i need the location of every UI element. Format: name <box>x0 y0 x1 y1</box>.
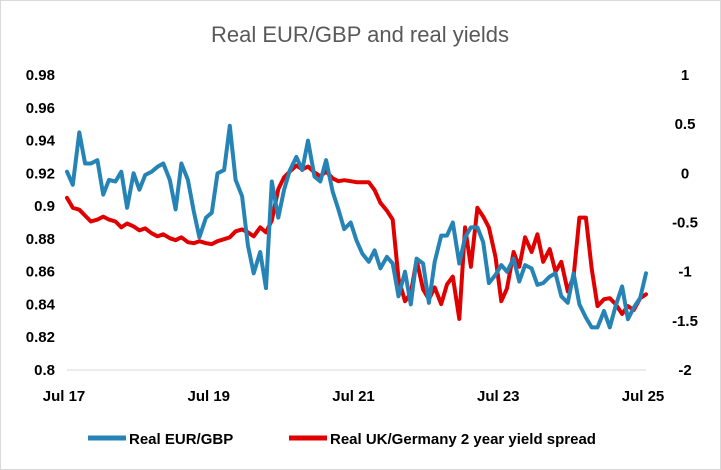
x-tick-label: Jul 21 <box>332 388 375 405</box>
left-tick-label: 0.86 <box>26 264 55 281</box>
x-tick-label: Jul 23 <box>477 388 520 405</box>
right-tick-label: -1.5 <box>672 313 698 330</box>
right-tick-label: 1 <box>681 67 689 84</box>
series-line-yield-spread <box>65 163 648 321</box>
right-axis-ticks: -2 -1.5 -1 -0.5 0 0.5 1 <box>672 67 698 379</box>
right-tick-label: 0.5 <box>675 116 696 133</box>
left-tick-label: 0.9 <box>34 198 55 215</box>
left-tick-label: 0.84 <box>26 296 56 313</box>
left-tick-label: 0.94 <box>26 133 56 150</box>
x-axis-ticks: Jul 17 Jul 19 Jul 21 Jul 23 Jul 25 <box>43 388 665 405</box>
series-line-eurgbp <box>65 123 648 330</box>
left-tick-label: 0.82 <box>26 329 55 346</box>
series-layer <box>65 123 648 330</box>
right-tick-label: 0 <box>681 165 689 182</box>
left-tick-label: 0.98 <box>26 67 55 84</box>
x-tick-label: Jul 19 <box>187 388 230 405</box>
chart-title: Real EUR/GBP and real yields <box>211 22 509 47</box>
legend-label-yield-spread: Real UK/Germany 2 year yield spread <box>330 431 596 448</box>
x-tick-label: Jul 17 <box>43 388 86 405</box>
legend-label-eurgbp: Real EUR/GBP <box>129 431 233 448</box>
right-tick-label: -2 <box>678 362 691 379</box>
legend: Real EUR/GBP Real UK/Germany 2 year yiel… <box>88 431 596 448</box>
left-tick-label: 0.92 <box>26 165 55 182</box>
right-tick-label: -1 <box>678 264 691 281</box>
left-tick-label: 0.8 <box>34 362 55 379</box>
left-tick-label: 0.88 <box>26 231 55 248</box>
left-axis-ticks: 0.8 0.82 0.84 0.86 0.88 0.9 0.92 0.94 0.96 0.98 <box>26 67 56 379</box>
left-tick-label: 0.96 <box>26 100 55 117</box>
right-tick-label: -0.5 <box>672 215 698 232</box>
x-tick-label: Jul 25 <box>622 388 665 405</box>
